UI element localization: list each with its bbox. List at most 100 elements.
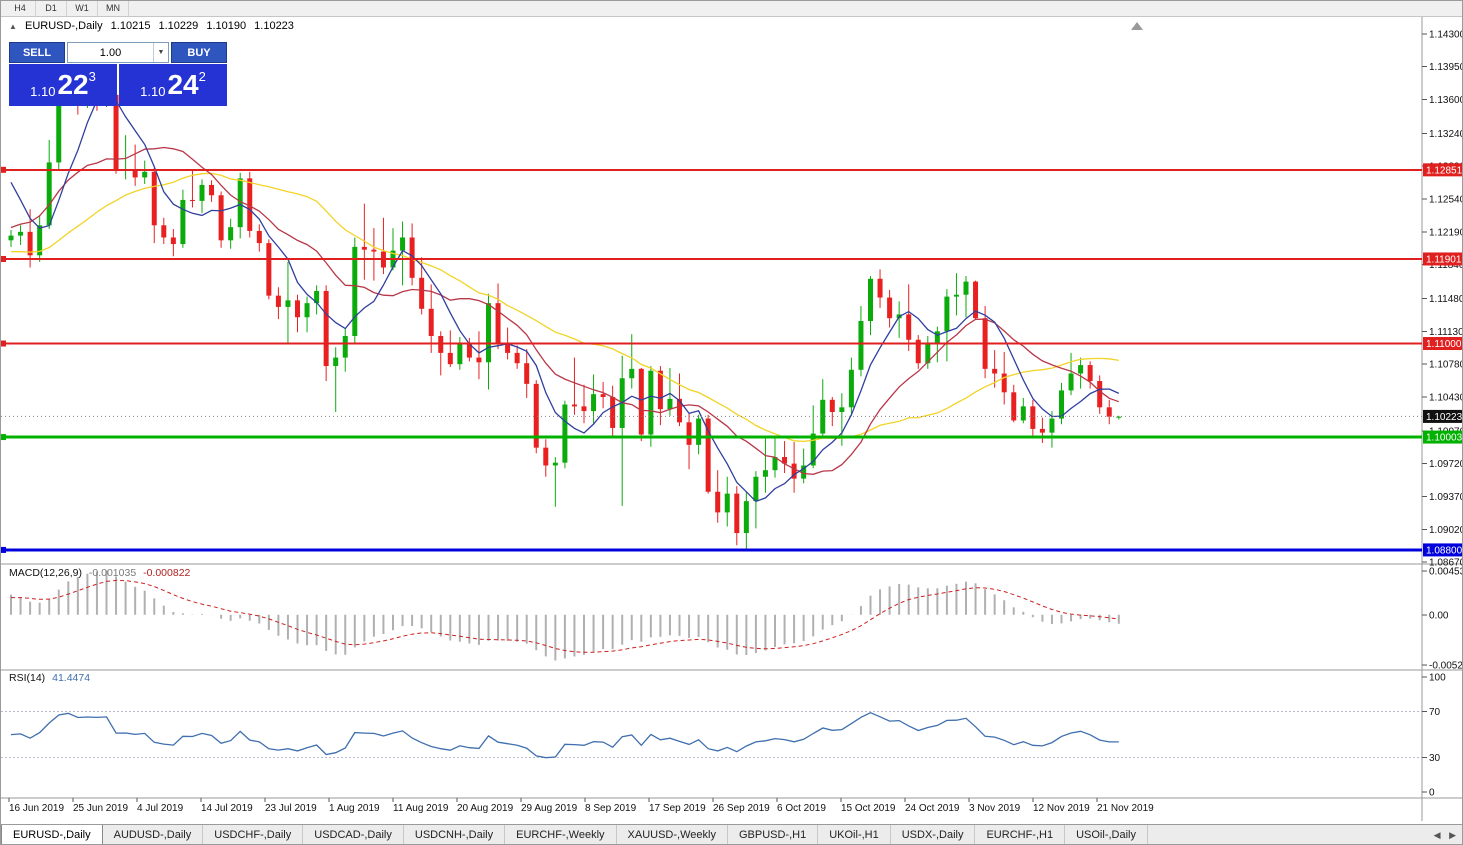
svg-text:1.11901: 1.11901: [1426, 254, 1462, 265]
svg-text:1.08670: 1.08670: [1429, 558, 1463, 569]
svg-text:0: 0: [1429, 788, 1435, 799]
svg-text:1 Aug 2019: 1 Aug 2019: [329, 803, 380, 814]
chart-tab-ukoil-h1[interactable]: UKOil-,H1: [818, 825, 891, 844]
svg-text:1.12190: 1.12190: [1429, 227, 1463, 238]
svg-text:11 Aug 2019: 11 Aug 2019: [393, 803, 449, 814]
buy-button[interactable]: BUY: [171, 42, 227, 63]
price-chart-canvas[interactable]: 1.143001.139501.136001.132401.128901.125…: [1, 17, 1463, 821]
svg-text:3 Nov 2019: 3 Nov 2019: [969, 803, 1021, 814]
svg-text:12 Nov 2019: 12 Nov 2019: [1033, 803, 1090, 814]
svg-text:-0.005205: -0.005205: [1429, 661, 1463, 672]
chart-tabs: EURUSD-,Daily AUDUSD-,Daily USDCHF-,Daily U…: [1, 825, 1148, 844]
svg-text:1.12851: 1.12851: [1426, 165, 1463, 176]
period-button-w1[interactable]: W1: [67, 1, 98, 16]
buy-price-box[interactable]: 1.10 24 2: [119, 64, 227, 106]
svg-text:1.10430: 1.10430: [1429, 392, 1463, 403]
svg-text:21 Nov 2019: 21 Nov 2019: [1097, 803, 1154, 814]
buy-price-sup: 2: [198, 69, 206, 84]
sell-price-box[interactable]: 1.10 22 3: [9, 64, 117, 106]
chart-tab-usdchf-daily[interactable]: USDCHF-,Daily: [203, 825, 304, 844]
ohlc-close: 1.10223: [254, 20, 294, 32]
svg-text:26 Sep 2019: 26 Sep 2019: [713, 803, 770, 814]
svg-text:15 Oct 2019: 15 Oct 2019: [841, 803, 896, 814]
svg-text:14 Jul 2019: 14 Jul 2019: [201, 803, 253, 814]
svg-text:1.13950: 1.13950: [1429, 62, 1463, 73]
svg-text:1.09370: 1.09370: [1429, 492, 1463, 503]
tabs-scroll-left-icon[interactable]: ◀: [1433, 830, 1441, 840]
ohlc-high: 1.10229: [158, 20, 199, 32]
period-button-d1[interactable]: D1: [36, 1, 67, 16]
chart-tab-usoil-daily[interactable]: USOil-,Daily: [1065, 825, 1148, 844]
sell-price-big: 22: [57, 69, 89, 100]
buy-price-prefix: 1.10: [140, 84, 166, 99]
svg-text:1.14300: 1.14300: [1429, 29, 1463, 40]
tabs-scroll-right-icon[interactable]: ▶: [1449, 830, 1456, 840]
rsi-name: RSI(14): [9, 672, 46, 684]
svg-text:17 Sep 2019: 17 Sep 2019: [649, 803, 706, 814]
svg-text:8 Sep 2019: 8 Sep 2019: [585, 803, 637, 814]
macd-name: MACD(12,26,9): [9, 567, 82, 579]
chart-tab-eurchf-h1[interactable]: EURCHF-,H1: [975, 825, 1066, 844]
macd-signal-value: -0.000822: [143, 567, 191, 579]
period-button-h4[interactable]: H4: [5, 1, 36, 16]
ohlc-open: 1.10215: [110, 20, 151, 32]
svg-text:20 Aug 2019: 20 Aug 2019: [457, 803, 514, 814]
macd-main-value: -0.001035: [88, 567, 137, 579]
period-button-mn[interactable]: MN: [98, 1, 129, 16]
svg-text:1.08800: 1.08800: [1426, 545, 1463, 556]
chart-tab-audusd-daily[interactable]: AUDUSD-,Daily: [103, 825, 204, 844]
svg-text:23 Jul 2019: 23 Jul 2019: [265, 803, 317, 814]
svg-text:1.11480: 1.11480: [1429, 294, 1463, 305]
chart-symbol-label: EURUSD-,Daily: [24, 20, 103, 32]
ohlc-low: 1.10190: [206, 20, 247, 32]
chart-tab-eurchf-weekly[interactable]: EURCHF-,Weekly: [505, 825, 617, 844]
volume-field[interactable]: 1.00 ▼: [67, 42, 169, 63]
chart-tab-usdx-daily[interactable]: USDX-,Daily: [891, 825, 976, 844]
volume-dropdown-icon[interactable]: ▼: [153, 43, 168, 62]
svg-text:29 Aug 2019: 29 Aug 2019: [521, 803, 578, 814]
svg-text:1.12540: 1.12540: [1429, 195, 1463, 206]
chart-tab-usdcnh-daily[interactable]: USDCNH-,Daily: [404, 825, 506, 844]
svg-text:24 Oct 2019: 24 Oct 2019: [905, 803, 960, 814]
svg-text:4 Jul 2019: 4 Jul 2019: [137, 803, 184, 814]
sell-price-prefix: 1.10: [30, 84, 56, 99]
macd-label: MACD(12,26,9) -0.001035 -0.000822: [9, 567, 190, 579]
svg-text:6 Oct 2019: 6 Oct 2019: [777, 803, 826, 814]
chart-tab-usdcad-daily[interactable]: USDCAD-,Daily: [303, 825, 404, 844]
svg-text:1.13240: 1.13240: [1429, 129, 1463, 140]
svg-text:1.11130: 1.11130: [1429, 327, 1463, 338]
svg-text:1.10780: 1.10780: [1429, 360, 1463, 371]
svg-text:30: 30: [1429, 753, 1441, 764]
sell-price-sup: 3: [88, 69, 96, 84]
svg-text:1.10223: 1.10223: [1426, 412, 1463, 423]
chart-tab-gbpusd-h1[interactable]: GBPUSD-,H1: [728, 825, 819, 844]
svg-text:1.09020: 1.09020: [1429, 525, 1463, 536]
chart-tab-eurusd-daily[interactable]: EURUSD-,Daily: [1, 825, 103, 844]
svg-text:1.10003: 1.10003: [1426, 433, 1463, 444]
svg-text:0.004536: 0.004536: [1429, 567, 1463, 578]
rsi-value: 41.4474: [52, 672, 91, 684]
svg-text:100: 100: [1429, 673, 1446, 684]
timeframe-bar: H4 D1 W1 MN: [1, 1, 1462, 17]
collapse-trade-panel-icon[interactable]: ▲: [9, 22, 17, 31]
volume-value: 1.00: [99, 46, 122, 59]
svg-text:1.13600: 1.13600: [1429, 95, 1463, 106]
one-click-trading-panel: SELL 1.00 ▼ BUY 1.10 22 3 1.10 24 2: [9, 42, 227, 106]
chart-tabs-bar: EURUSD-,Daily AUDUSD-,Daily USDCHF-,Daily U…: [1, 824, 1462, 844]
period-buttons: H4 D1 W1 MN: [1, 1, 1462, 16]
trade-panel-header: SELL 1.00 ▼ BUY: [9, 42, 227, 63]
svg-text:0.00: 0.00: [1429, 610, 1449, 621]
svg-text:1.09720: 1.09720: [1429, 459, 1463, 470]
sell-button[interactable]: SELL: [9, 42, 65, 63]
chart-tab-xauusd-weekly[interactable]: XAUUSD-,Weekly: [617, 825, 728, 844]
svg-text:25 Jun 2019: 25 Jun 2019: [73, 803, 128, 814]
tabs-scroll-arrows: ◀ ▶: [1428, 825, 1456, 844]
svg-text:16 Jun 2019: 16 Jun 2019: [9, 803, 64, 814]
svg-text:1.11840: 1.11840: [1429, 260, 1463, 271]
svg-text:70: 70: [1429, 707, 1441, 718]
buy-price-big: 24: [167, 69, 199, 100]
svg-text:1.11000: 1.11000: [1426, 339, 1462, 350]
trade-panel-prices: 1.10 22 3 1.10 24 2: [9, 64, 227, 106]
rsi-label: RSI(14) 41.4474: [9, 672, 90, 684]
